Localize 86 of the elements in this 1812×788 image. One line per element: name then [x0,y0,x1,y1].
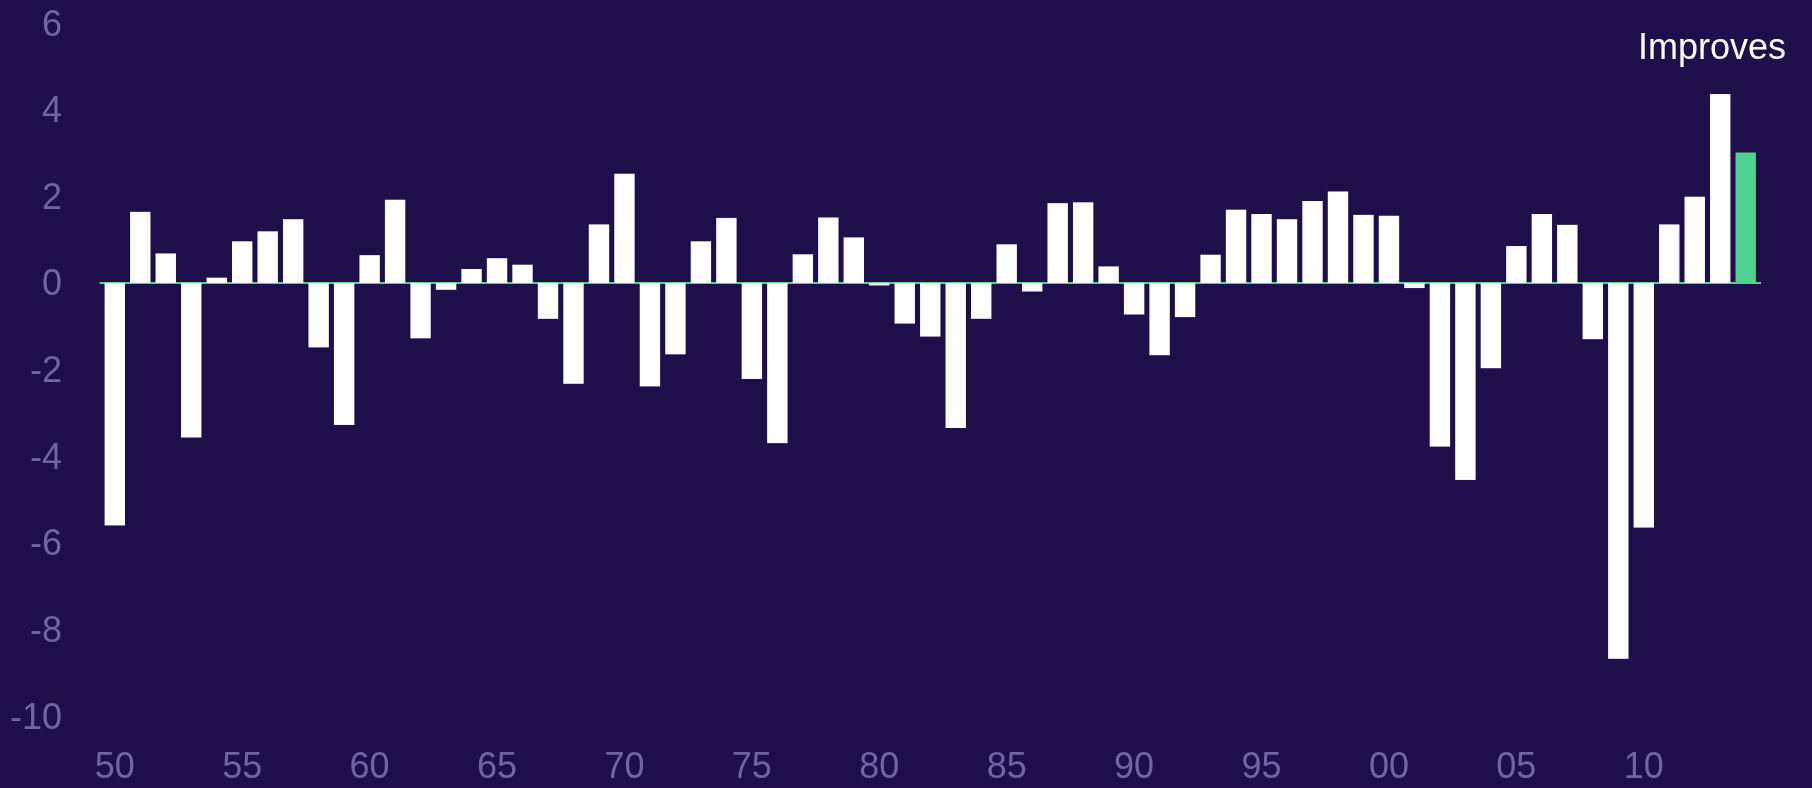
bar [1302,201,1323,283]
y-tick-label: 0 [41,262,62,304]
bar [741,282,763,380]
bar [1582,282,1604,340]
x-tick-label: 65 [477,745,518,786]
bar [257,231,278,283]
bar [792,254,814,283]
x-tick-label: 60 [349,745,390,786]
bar [1531,214,1553,283]
bar [206,277,227,283]
bar [1149,282,1170,356]
bar [996,244,1017,283]
x-tick-label: 90 [1114,745,1155,786]
bar [1710,94,1731,283]
bar [894,282,915,324]
bar [1353,214,1374,283]
bar [945,282,966,428]
bar [563,282,584,384]
bar [104,282,125,526]
bar [1684,196,1705,283]
bar [537,282,559,319]
bar [1327,191,1349,283]
bar [333,282,355,425]
x-tick-label: 00 [1368,745,1409,786]
bar [818,217,839,283]
bar [639,282,661,387]
bar [1480,282,1502,369]
bar [843,237,864,283]
bar [359,255,380,283]
bar [461,269,482,283]
x-tick-label: 95 [1241,745,1282,786]
bar [410,282,431,339]
bar [232,241,253,283]
bar [486,258,508,283]
bar [614,173,635,283]
bar [1225,209,1247,283]
bar [155,253,176,283]
bar [384,199,406,283]
x-tick-label: 05 [1496,745,1537,786]
bar [1123,282,1145,315]
bar [1506,246,1527,283]
bar [665,282,686,355]
x-tick-label: 70 [604,745,645,786]
bar [1429,282,1451,447]
x-tick-label: 75 [731,745,772,786]
y-tick-label: -10 [9,695,62,737]
bar [435,282,457,290]
bar [1378,215,1400,283]
bar [1200,254,1221,283]
bar [1021,282,1043,292]
x-tick-label: 80 [859,745,900,786]
bar [282,219,304,283]
y-tick-label: -2 [29,349,62,391]
x-tick-label: 50 [94,745,135,786]
y-tick-label: -8 [29,608,62,650]
y-tick-label: -4 [29,435,62,477]
y-tick-label: -6 [29,522,62,564]
bar [181,282,202,438]
x-tick-label: 85 [986,745,1027,786]
bar [690,241,712,283]
bar [1251,214,1272,283]
bar [130,211,151,283]
bar [1633,282,1654,528]
bar [512,264,533,283]
bar [1557,224,1578,283]
bar [1455,282,1476,480]
y-tick-label: 2 [41,175,62,217]
bar [1072,202,1094,283]
bar [1608,282,1629,659]
bar [716,217,737,283]
x-tick-label: 10 [1623,745,1664,786]
bar [1174,282,1196,318]
annotation: Improves [1637,26,1786,67]
bar [588,224,610,283]
bar [1047,203,1068,283]
bar [767,282,788,444]
bar [1098,266,1119,283]
bar [1404,282,1425,289]
x-tick-label: 55 [222,745,263,786]
y-tick-label: 6 [41,2,62,44]
bar [920,282,941,337]
y-tick-label: 4 [41,89,62,131]
bar [1276,219,1298,283]
bar [971,282,992,319]
bar [1659,224,1680,283]
bar [308,282,329,348]
